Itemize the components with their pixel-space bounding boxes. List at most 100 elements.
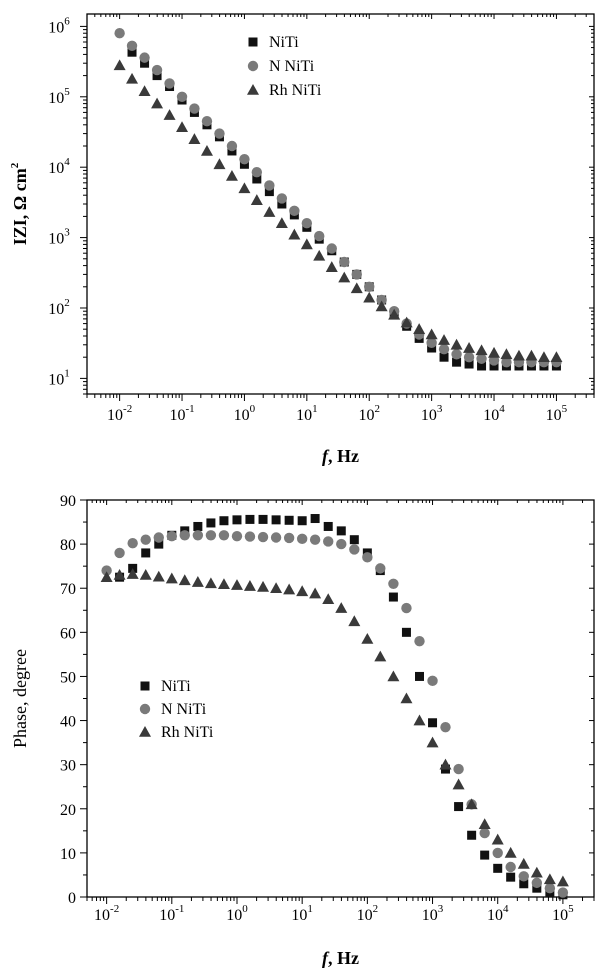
data-point xyxy=(314,230,325,242)
y-tick-label: 104 xyxy=(48,156,70,177)
data-point xyxy=(205,530,217,541)
data-point xyxy=(413,323,426,334)
phase-panel: 10-2 10-1 100 101 102 103 104 105 0 10 20 30 40 50 60 7… xyxy=(10,493,595,968)
data-point xyxy=(288,228,301,240)
data-point xyxy=(463,342,476,353)
series-niti xyxy=(127,47,561,371)
data-point xyxy=(488,346,501,358)
data-point xyxy=(114,28,125,39)
data-point xyxy=(126,40,138,52)
data-point xyxy=(283,532,295,544)
data-point xyxy=(164,78,175,89)
data-point xyxy=(257,531,269,543)
x-tick-label: 10-2 xyxy=(107,403,132,424)
data-point xyxy=(361,632,374,644)
data-point xyxy=(426,736,439,748)
data-point xyxy=(506,872,516,882)
y-tick-label: 106 xyxy=(48,15,70,36)
y-tick-label: 105 xyxy=(48,86,70,107)
data-point xyxy=(349,544,360,555)
data-point xyxy=(151,64,163,76)
data-point xyxy=(252,174,262,184)
data-point xyxy=(127,47,137,57)
data-point xyxy=(323,536,334,547)
data-point xyxy=(451,349,462,360)
data-point xyxy=(243,580,256,591)
x-tick-label: 102 xyxy=(357,903,379,924)
data-point xyxy=(425,328,438,340)
data-point xyxy=(219,516,229,526)
data-point xyxy=(270,532,282,543)
data-point xyxy=(375,563,386,574)
data-point xyxy=(322,593,335,605)
y-tick-label: 60 xyxy=(60,625,76,642)
x-tick-label: 102 xyxy=(358,403,380,424)
data-point xyxy=(463,351,475,363)
data-point xyxy=(296,585,309,597)
x-tick-label: 10-2 xyxy=(94,903,119,924)
y-tick-label: 50 xyxy=(60,669,76,686)
data-point xyxy=(251,166,263,178)
data-point xyxy=(362,552,373,563)
data-point xyxy=(400,316,413,328)
data-point xyxy=(338,271,351,283)
data-point xyxy=(401,602,412,614)
data-point xyxy=(179,530,190,541)
data-point xyxy=(492,847,503,859)
x-tick-label: 101 xyxy=(291,903,313,924)
series-n-niti xyxy=(114,28,562,368)
legend-marker xyxy=(248,37,258,47)
data-point xyxy=(512,349,525,361)
data-point xyxy=(310,514,320,524)
data-point xyxy=(152,71,162,81)
data-point xyxy=(532,883,542,893)
data-point xyxy=(488,355,500,366)
data-point xyxy=(464,359,474,369)
data-point xyxy=(163,109,176,120)
data-point xyxy=(258,514,268,524)
data-point xyxy=(388,578,399,590)
data-point xyxy=(452,357,462,367)
data-point xyxy=(141,548,151,558)
data-point xyxy=(213,158,226,170)
data-point xyxy=(231,530,243,542)
data-point xyxy=(226,140,238,152)
data-point xyxy=(153,532,164,543)
data-point xyxy=(550,351,563,362)
data-point xyxy=(245,514,255,524)
legend-label: N NiTi xyxy=(161,701,207,718)
data-point xyxy=(376,294,387,306)
data-point xyxy=(297,516,307,526)
series-n-niti xyxy=(101,530,569,898)
data-point xyxy=(301,218,313,229)
data-point xyxy=(165,572,178,584)
data-point xyxy=(225,169,238,181)
series-rh-niti xyxy=(100,568,569,887)
x-tick-label: 105 xyxy=(546,403,568,424)
data-point xyxy=(323,521,333,531)
data-point xyxy=(201,116,213,127)
data-point xyxy=(250,194,263,205)
legend-marker xyxy=(247,84,259,95)
data-point xyxy=(453,763,464,775)
data-point xyxy=(101,565,112,576)
data-point xyxy=(465,798,478,810)
y-tick-label: 40 xyxy=(60,714,76,731)
data-point xyxy=(427,675,438,687)
data-point xyxy=(193,521,203,531)
data-point xyxy=(271,515,281,525)
x-tick-label: 100 xyxy=(226,903,248,924)
data-point xyxy=(475,344,488,356)
data-point xyxy=(152,570,165,582)
data-point xyxy=(139,568,152,580)
data-point xyxy=(126,568,139,579)
data-point xyxy=(537,351,550,362)
data-point xyxy=(351,269,362,280)
data-point xyxy=(349,535,359,545)
data-point xyxy=(557,887,569,898)
data-point xyxy=(375,300,388,312)
y-tick-label: 20 xyxy=(60,802,76,819)
data-point xyxy=(439,352,449,362)
data-point xyxy=(284,515,294,525)
